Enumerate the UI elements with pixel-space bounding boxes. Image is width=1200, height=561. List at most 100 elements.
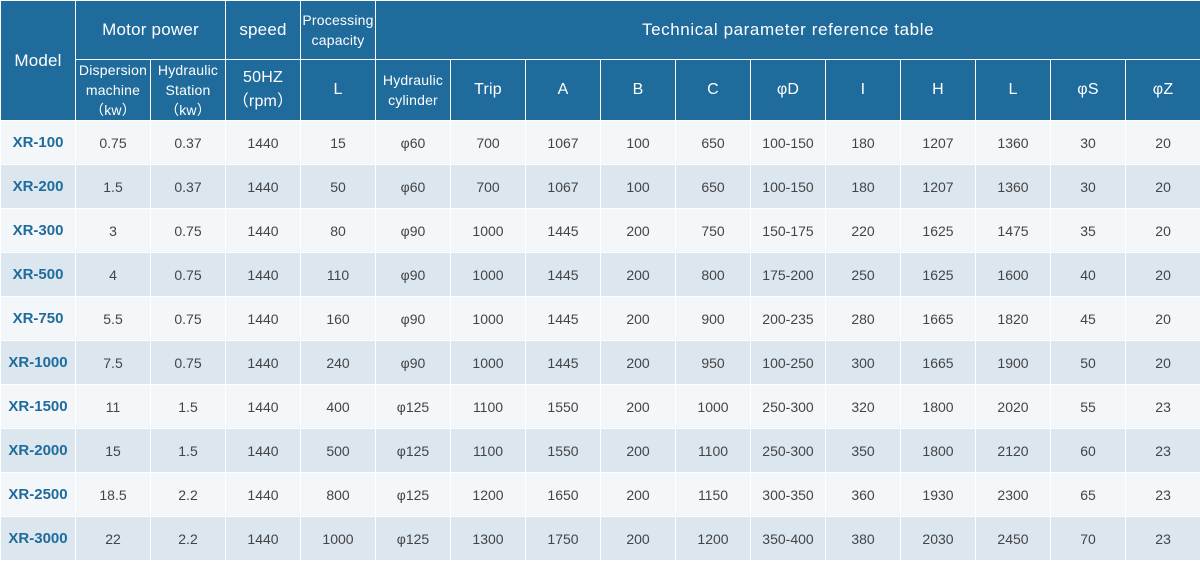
header-phi-z: φZ [1126, 60, 1200, 121]
cell-speed-rpm: 1440 [226, 297, 301, 341]
cell-b: 200 [601, 517, 676, 561]
cell-hydraulic-station-kw: 0.37 [151, 165, 226, 209]
cell-model: XR-500 [1, 253, 76, 297]
cell-l: 2020 [976, 385, 1051, 429]
cell-hydraulic-station-kw: 2.2 [151, 473, 226, 517]
cell-dispersion-kw: 18.5 [76, 473, 151, 517]
cell-a: 1445 [526, 209, 601, 253]
header-motor-power: Motor power [76, 1, 226, 60]
cell-hydraulic-station-kw: 0.75 [151, 297, 226, 341]
cell-b: 200 [601, 297, 676, 341]
cell-h: 1625 [901, 209, 976, 253]
cell-h: 1800 [901, 385, 976, 429]
cell-i: 350 [826, 429, 901, 473]
cell-c: 950 [676, 341, 751, 385]
header-h: H [901, 60, 976, 121]
cell-trip: 1100 [451, 429, 526, 473]
cell-b: 200 [601, 209, 676, 253]
hydraulic-station-line2: Station [151, 80, 225, 100]
cell-phi-d: 150-175 [751, 209, 826, 253]
cell-phi-s: 30 [1051, 121, 1126, 165]
cell-phi-s: 55 [1051, 385, 1126, 429]
cell-i: 250 [826, 253, 901, 297]
cell-model: XR-1500 [1, 385, 76, 429]
cell-phi-s: 35 [1051, 209, 1126, 253]
cell-i: 360 [826, 473, 901, 517]
cell-hydraulic-cylinder: φ90 [376, 297, 451, 341]
cell-speed-rpm: 1440 [226, 121, 301, 165]
cell-trip: 700 [451, 165, 526, 209]
cell-phi-s: 50 [1051, 341, 1126, 385]
cell-hydraulic-station-kw: 0.75 [151, 253, 226, 297]
processing-capacity-line1: Processing [301, 10, 375, 30]
table-header: Model Motor power speed Processing capac… [1, 1, 1200, 121]
cell-h: 2030 [901, 517, 976, 561]
cell-capacity-l: 80 [301, 209, 376, 253]
cell-speed-rpm: 1440 [226, 253, 301, 297]
cell-b: 100 [601, 121, 676, 165]
cell-model: XR-100 [1, 121, 76, 165]
cell-phi-z: 23 [1126, 517, 1200, 561]
cell-capacity-l: 1000 [301, 517, 376, 561]
cell-phi-z: 23 [1126, 385, 1200, 429]
cell-trip: 1300 [451, 517, 526, 561]
header-phi-s: φS [1051, 60, 1126, 121]
header-row-top: Model Motor power speed Processing capac… [1, 1, 1200, 60]
cell-hydraulic-cylinder: φ125 [376, 473, 451, 517]
cell-h: 1625 [901, 253, 976, 297]
header-i: I [826, 60, 901, 121]
cell-speed-rpm: 1440 [226, 209, 301, 253]
cell-phi-d: 200-235 [751, 297, 826, 341]
cell-phi-z: 23 [1126, 429, 1200, 473]
header-capacity-unit: L [301, 60, 376, 121]
cell-hydraulic-station-kw: 1.5 [151, 385, 226, 429]
cell-model: XR-1000 [1, 341, 76, 385]
cell-capacity-l: 400 [301, 385, 376, 429]
dispersion-unit: （kw） [76, 100, 150, 120]
cell-phi-z: 20 [1126, 209, 1200, 253]
cell-l: 1900 [976, 341, 1051, 385]
cell-trip: 1000 [451, 297, 526, 341]
cell-phi-s: 45 [1051, 297, 1126, 341]
header-model: Model [1, 1, 76, 121]
cell-b: 100 [601, 165, 676, 209]
cell-model: XR-2000 [1, 429, 76, 473]
cell-hydraulic-station-kw: 0.75 [151, 341, 226, 385]
cell-phi-d: 100-150 [751, 121, 826, 165]
cell-speed-rpm: 1440 [226, 341, 301, 385]
cell-h: 1207 [901, 121, 976, 165]
cell-a: 1445 [526, 253, 601, 297]
hydraulic-cylinder-line2: cylinder [376, 90, 450, 110]
cell-model: XR-750 [1, 297, 76, 341]
cell-hydraulic-cylinder: φ125 [376, 429, 451, 473]
cell-phi-s: 70 [1051, 517, 1126, 561]
cell-c: 1100 [676, 429, 751, 473]
cell-c: 650 [676, 121, 751, 165]
cell-dispersion-kw: 7.5 [76, 341, 151, 385]
cell-model: XR-3000 [1, 517, 76, 561]
cell-phi-d: 100-250 [751, 341, 826, 385]
cell-trip: 700 [451, 121, 526, 165]
cell-c: 1200 [676, 517, 751, 561]
cell-a: 1550 [526, 385, 601, 429]
cell-dispersion-kw: 15 [76, 429, 151, 473]
dispersion-line2: machine [76, 80, 150, 100]
header-b: B [601, 60, 676, 121]
cell-b: 200 [601, 473, 676, 517]
cell-h: 1207 [901, 165, 976, 209]
cell-hydraulic-cylinder: φ60 [376, 121, 451, 165]
header-trip: Trip [451, 60, 526, 121]
header-a: A [526, 60, 601, 121]
cell-l: 1820 [976, 297, 1051, 341]
cell-b: 200 [601, 385, 676, 429]
cell-speed-rpm: 1440 [226, 165, 301, 209]
cell-speed-rpm: 1440 [226, 429, 301, 473]
cell-l: 1600 [976, 253, 1051, 297]
cell-speed-rpm: 1440 [226, 517, 301, 561]
